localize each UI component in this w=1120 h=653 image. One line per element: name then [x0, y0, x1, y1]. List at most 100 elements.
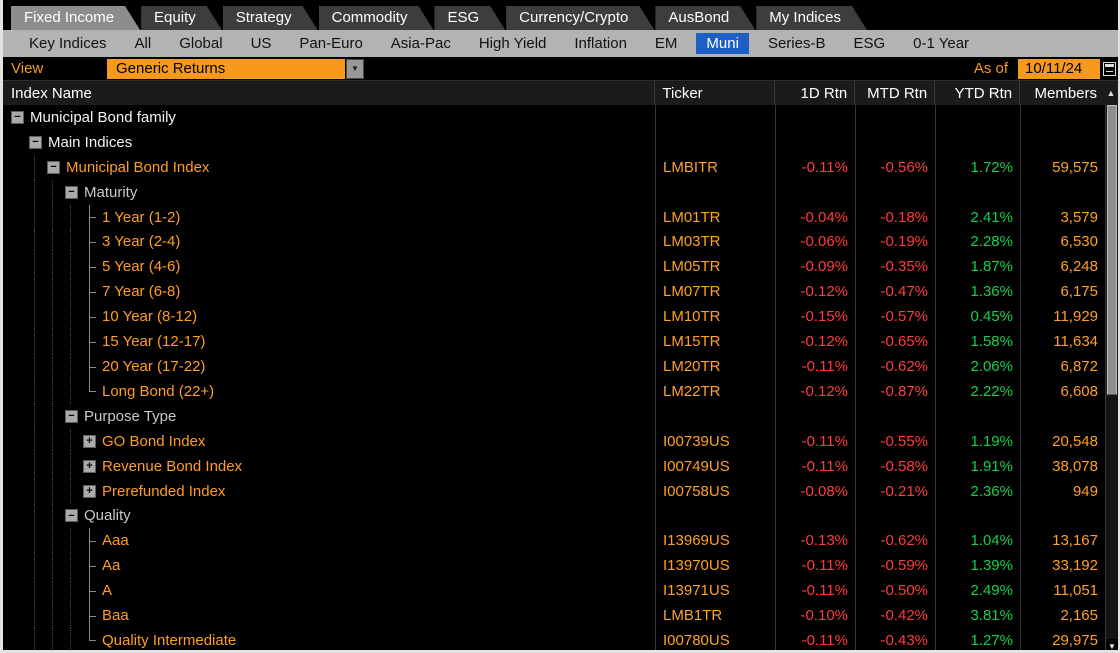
members-cell: 20,548 [1020, 428, 1105, 454]
members-cell: 33,192 [1020, 553, 1105, 579]
mtd-rtn-cell: -0.42% [855, 603, 935, 629]
mtd-rtn-cell: -0.50% [855, 578, 935, 604]
tree-branch-icon [83, 204, 96, 230]
ticker-cell: I13971US [655, 578, 775, 604]
table-row[interactable]: Quality Intermediate I00780US -0.11% -0.… [3, 628, 1105, 650]
table-row[interactable]: Aaa I13969US -0.13% -0.62% 1.04% 13,167 [3, 528, 1105, 554]
tab-currency-crypto[interactable]: Currency/Crypto [506, 6, 654, 30]
mtd-rtn-cell: -0.62% [855, 528, 935, 554]
subnav-item-pan-euro[interactable]: Pan-Euro [299, 35, 363, 52]
index-name-cell: − Purpose Type [3, 403, 655, 429]
subnav-item-global[interactable]: Global [179, 35, 223, 52]
collapse-icon[interactable]: − [65, 185, 78, 199]
members-cell [1020, 179, 1105, 205]
table-row[interactable]: 5 Year (4-6) LM05TR -0.09% -0.35% 1.87% … [3, 254, 1105, 280]
tab-fixed-income[interactable]: Fixed Income [11, 6, 140, 30]
tab-commodity[interactable]: Commodity [319, 6, 434, 30]
d1-rtn-cell: -0.15% [775, 304, 855, 330]
index-name-label: Maturity [84, 183, 138, 201]
table-row[interactable]: − Municipal Bond Index LMBITR -0.11% -0.5… [3, 154, 1105, 180]
dropdown-arrow-icon[interactable]: ▼ [346, 58, 364, 79]
tree-guide-line [34, 503, 35, 529]
column-header-index-name[interactable]: Index Name [11, 84, 92, 102]
index-name-label: Aaa [102, 532, 129, 550]
collapse-icon[interactable]: − [47, 160, 60, 174]
subnav-item-asia-pac[interactable]: Asia-Pac [390, 35, 451, 52]
calendar-icon[interactable] [1103, 61, 1116, 76]
subnav-item-us[interactable]: US [250, 35, 272, 52]
d1-rtn-cell [775, 403, 855, 429]
subnav-item-series-b[interactable]: Series-B [767, 35, 826, 52]
table-row[interactable]: 15 Year (12-17) LM15TR -0.12% -0.65% 1.5… [3, 329, 1105, 355]
tree-guide-line [52, 628, 53, 650]
column-header-1d-rtn[interactable]: 1D Rtn [774, 81, 854, 105]
index-name-cell: 20 Year (17-22) [3, 354, 655, 379]
column-header-members[interactable]: Members [1019, 81, 1104, 105]
tab-strategy[interactable]: Strategy [223, 6, 318, 30]
collapse-icon[interactable]: − [29, 135, 42, 149]
d1-rtn-cell [775, 105, 855, 130]
mtd-rtn-cell: -0.56% [855, 154, 935, 180]
table-row[interactable]: 7 Year (6-8) LM07TR -0.12% -0.47% 1.36% … [3, 279, 1105, 305]
table-row[interactable]: + Prerefunded Index I00758US -0.08% -0.21… [3, 478, 1105, 504]
tree-guide-line [52, 279, 53, 305]
column-header-ytd-rtn[interactable]: YTD Rtn [934, 81, 1019, 105]
subnav-item-key-indices[interactable]: Key Indices [29, 35, 107, 52]
table-row[interactable]: A I13971US -0.11% -0.50% 2.49% 11,051 [3, 578, 1105, 604]
view-dropdown[interactable]: Generic Returns [107, 58, 345, 79]
table-row[interactable]: Baa LMB1TR -0.10% -0.42% 3.81% 2,165 [3, 603, 1105, 629]
d1-rtn-cell: -0.11% [775, 628, 855, 650]
tab-esg[interactable]: ESG [434, 6, 505, 30]
expand-icon[interactable]: + [83, 434, 96, 448]
table-row[interactable]: 10 Year (8-12) LM10TR -0.15% -0.57% 0.45… [3, 304, 1105, 330]
mtd-rtn-cell: -0.87% [855, 378, 935, 404]
ticker-cell: I00749US [655, 453, 775, 479]
subnav-item-muni[interactable]: Muni [696, 33, 749, 54]
table-row[interactable]: − Main Indices [3, 129, 1105, 155]
index-name-label: 3 Year (2-4) [102, 233, 181, 251]
as-of-date-input[interactable]: 10/11/24 [1018, 58, 1100, 79]
table-row[interactable]: − Maturity [3, 179, 1105, 205]
subnav-item-esg[interactable]: ESG [853, 35, 886, 52]
mtd-rtn-cell [855, 503, 935, 529]
mtd-rtn-cell: -0.47% [855, 279, 935, 305]
table-row[interactable]: 3 Year (2-4) LM03TR -0.06% -0.19% 2.28% … [3, 229, 1105, 255]
table-row[interactable]: 1 Year (1-2) LM01TR -0.04% -0.18% 2.41% … [3, 204, 1105, 230]
tab-ausbond[interactable]: AusBond [655, 6, 755, 30]
expand-icon[interactable]: + [83, 459, 96, 473]
column-header-mtd-rtn[interactable]: MTD Rtn [854, 81, 934, 105]
subnav-item-em[interactable]: EM [654, 35, 678, 52]
table-row[interactable]: + GO Bond Index I00739US -0.11% -0.55% 1.… [3, 428, 1105, 454]
scroll-down-arrow-icon[interactable]: ▼ [1106, 639, 1118, 650]
subnav-item-0-1-year[interactable]: 0-1 Year [913, 35, 970, 52]
expand-icon[interactable]: + [83, 484, 96, 498]
tree-guide-line [34, 628, 35, 650]
tab-my-indices[interactable]: My Indices [756, 6, 867, 30]
index-name-label: A [102, 582, 113, 600]
ticker-cell: LM15TR [655, 329, 775, 355]
tab-equity[interactable]: Equity [141, 6, 222, 30]
table-row[interactable]: Aa I13970US -0.11% -0.59% 1.39% 33,192 [3, 553, 1105, 579]
table-row[interactable]: 20 Year (17-22) LM20TR -0.11% -0.62% 2.0… [3, 354, 1105, 379]
sort-ascending-icon[interactable]: ▲ [1106, 88, 1116, 98]
table-row[interactable]: − Purpose Type [3, 403, 1105, 429]
subnav-item-all[interactable]: All [134, 35, 152, 52]
subnav-item-inflation[interactable]: Inflation [574, 35, 627, 52]
scrollbar-thumb[interactable] [1107, 105, 1117, 395]
table-row[interactable]: + Revenue Bond Index I00749US -0.11% -0.5… [3, 453, 1105, 479]
column-header-ticker[interactable]: Ticker [654, 81, 774, 105]
ticker-cell [655, 179, 775, 205]
vertical-scrollbar[interactable]: ▼ [1105, 105, 1118, 650]
members-cell: 13,167 [1020, 528, 1105, 554]
collapse-icon[interactable]: − [65, 409, 78, 423]
table-row[interactable]: − Municipal Bond family [3, 105, 1105, 130]
table-row[interactable]: Long Bond (22+) LM22TR -0.12% -0.87% 2.2… [3, 378, 1105, 404]
subnav-item-high-yield[interactable]: High Yield [478, 35, 547, 52]
collapse-icon[interactable]: − [65, 509, 78, 523]
index-name-label: Revenue Bond Index [102, 457, 243, 475]
collapse-icon[interactable]: − [11, 110, 24, 124]
tree-guide-line [52, 179, 53, 205]
table-row[interactable]: − Quality [3, 503, 1105, 529]
index-name-label: Quality Intermediate [102, 631, 237, 649]
ticker-cell: I13969US [655, 528, 775, 554]
